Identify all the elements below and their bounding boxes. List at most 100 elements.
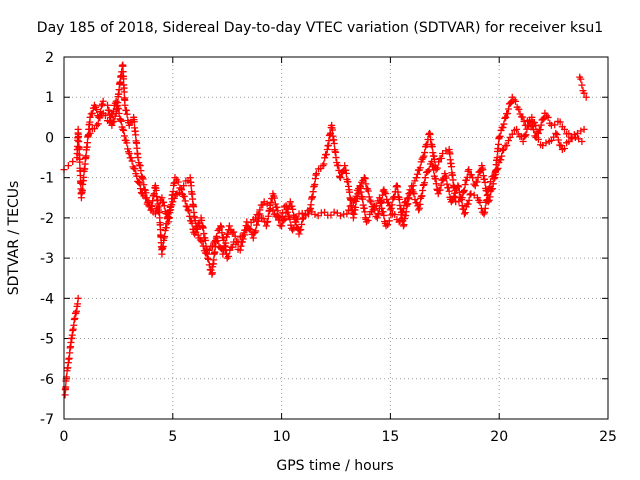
data-point-fill — [185, 207, 193, 215]
y-tick-label: -5 — [40, 332, 54, 348]
data-point — [571, 133, 579, 141]
data-point-fill — [372, 202, 380, 210]
data-point-fill — [365, 193, 373, 201]
data-point-fill — [181, 197, 189, 205]
data-point-fill — [499, 146, 507, 154]
data-point-fill — [395, 195, 403, 203]
data-point-fill — [264, 217, 272, 225]
data-point-fill — [211, 237, 219, 245]
data-point-fill — [274, 207, 282, 215]
data-point-fill — [251, 228, 259, 236]
data-point-fill — [430, 166, 438, 174]
data-point-fill — [483, 196, 491, 204]
data-point-fill — [464, 200, 472, 208]
data-point-fill — [187, 182, 195, 190]
data-point-fill — [361, 208, 369, 216]
data-point-fill — [133, 172, 141, 180]
data-point-fill — [136, 179, 144, 187]
data-point-fill — [311, 210, 319, 218]
data-point-fill — [484, 191, 492, 199]
data-point-fill — [465, 196, 473, 204]
data-point-fill — [266, 204, 274, 212]
data-point-fill — [160, 202, 168, 210]
data-point — [528, 113, 536, 121]
data-point — [360, 174, 368, 182]
data-point-fill — [352, 203, 360, 211]
data-marks — [60, 61, 590, 399]
data-point-fill — [503, 141, 511, 149]
data-point-fill — [136, 185, 144, 193]
data-point-fill — [380, 211, 388, 219]
data-point-fill — [139, 175, 147, 183]
data-point-fill — [213, 232, 221, 240]
data-point-fill — [391, 211, 399, 219]
data-point — [419, 154, 427, 162]
data-point-fill — [97, 102, 105, 110]
data-point-fill — [411, 177, 419, 185]
data-point-fill — [359, 195, 367, 203]
data-point-fill — [501, 114, 509, 122]
data-point-fill — [334, 162, 342, 170]
x-tick-label: 5 — [168, 429, 177, 445]
data-point — [578, 137, 586, 145]
data-point-fill — [183, 203, 191, 211]
data-point-fill — [508, 130, 516, 138]
data-point — [428, 158, 436, 166]
y-tick-label: 1 — [45, 90, 54, 106]
data-point-fill — [476, 198, 484, 206]
data-point-fill — [336, 212, 344, 220]
data-point-fill — [62, 383, 70, 391]
data-point-fill — [460, 186, 468, 194]
data-point-fill — [140, 181, 148, 189]
data-point-fill — [78, 186, 86, 194]
data-point-fill — [530, 126, 538, 134]
data-point-fill — [539, 115, 547, 123]
data-point-fill — [230, 228, 238, 236]
data-point-fill — [542, 139, 550, 147]
data-point-fill — [364, 216, 372, 224]
x-tick-label: 25 — [599, 429, 617, 445]
data-point-fill — [399, 208, 407, 216]
x-axis-label: GPS time / hours — [276, 458, 393, 474]
data-point-fill — [351, 196, 359, 204]
data-point — [158, 194, 166, 202]
data-point-fill — [290, 224, 298, 232]
data-point-fill — [433, 164, 441, 172]
data-point-fill — [252, 227, 260, 235]
data-point-fill — [494, 164, 502, 172]
data-point — [121, 101, 129, 109]
data-point-fill — [88, 109, 96, 117]
data-point — [373, 214, 381, 222]
data-point-fill — [169, 187, 177, 195]
data-point-fill — [348, 202, 356, 210]
data-point-fill — [421, 179, 429, 187]
data-point-fill — [500, 120, 508, 128]
data-point — [580, 125, 588, 133]
data-point — [225, 222, 233, 230]
data-point-fill — [506, 99, 514, 107]
data-point-fill — [401, 199, 409, 207]
data-point — [93, 121, 101, 129]
data-point — [502, 113, 510, 121]
data-point-fill — [378, 204, 386, 212]
data-point-fill — [280, 216, 288, 224]
data-point-fill — [214, 226, 222, 234]
data-point — [178, 186, 186, 194]
data-point-fill — [294, 215, 302, 223]
data-point-fill — [446, 150, 454, 158]
data-point-fill — [416, 164, 424, 172]
data-point-fill — [364, 187, 372, 195]
data-point-fill — [388, 201, 396, 209]
data-point-fill — [208, 269, 216, 277]
data-point-fill — [273, 203, 281, 211]
data-point-fill — [130, 118, 138, 126]
data-point-fill — [120, 75, 128, 83]
data-point — [493, 166, 501, 174]
data-point-fill — [499, 124, 507, 132]
data-point-fill — [479, 166, 487, 174]
data-point-fill — [136, 162, 144, 170]
data-point — [349, 198, 357, 206]
data-point-fill — [405, 194, 413, 202]
data-point — [145, 202, 153, 210]
